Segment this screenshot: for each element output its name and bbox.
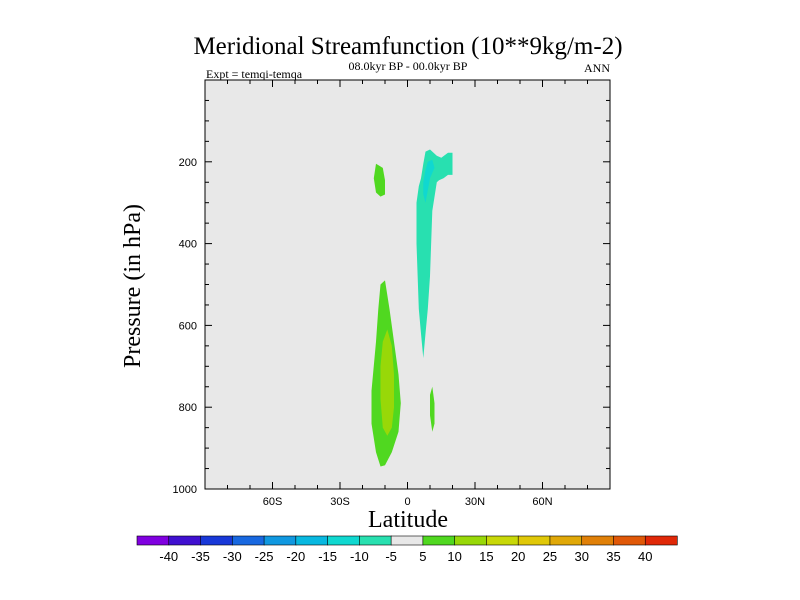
- colorbar-label: 5: [419, 549, 426, 564]
- colorbar-box: [136, 535, 170, 546]
- colorbar-box: [454, 535, 488, 546]
- x-tick-label: 60N: [532, 496, 552, 508]
- colorbar-box: [359, 535, 392, 546]
- y-tick-label: 200: [179, 157, 197, 169]
- colorbar-box: [517, 535, 551, 546]
- y-tick-label: 800: [179, 402, 197, 414]
- x-tick-label: 60S: [263, 496, 283, 508]
- colorbar-box: [390, 535, 424, 546]
- x-tick-label: 30S: [330, 496, 350, 508]
- colorbar-label: 15: [479, 549, 493, 564]
- colorbar-box: [486, 535, 519, 546]
- colorbar-box: [168, 535, 202, 546]
- colorbar-label: 35: [606, 549, 620, 564]
- colorbar-label: -20: [286, 549, 305, 564]
- colorbar-box: [644, 535, 678, 546]
- colorbar-box: [295, 535, 329, 546]
- colorbar-label: 20: [511, 549, 525, 564]
- colorbar-box: [581, 535, 615, 546]
- colorbar-label: -30: [223, 549, 242, 564]
- experiment-label: Expt = temqi-temqa: [206, 67, 303, 81]
- colorbar-box: [263, 535, 297, 546]
- colorbar-box: [549, 535, 583, 546]
- x-tick-label: 0: [404, 496, 410, 508]
- y-axis-label: Pressure (in hPa): [120, 204, 146, 368]
- y-tick-label: 1000: [173, 484, 197, 496]
- colorbar-label: -40: [159, 549, 178, 564]
- colorbar-box: [422, 535, 456, 546]
- colorbar-box: [327, 535, 360, 546]
- colorbar-label: 25: [543, 549, 557, 564]
- positive-cell-upper-5-10: [373, 163, 385, 197]
- colorbar-label: 40: [638, 549, 652, 564]
- positive-cell-lower-10-15: [380, 329, 394, 436]
- colorbar-label: 10: [447, 549, 461, 564]
- chart-title: Meridional Streamfunction (10**9kg/m-2): [193, 33, 622, 60]
- colorbar-label: -15: [318, 549, 337, 564]
- colorbar: -40 -35 -30 -25 -20 -15 -10 -5 5 10 15 20 25 30 35 40: [136, 535, 678, 564]
- x-axis-label: Latitude: [368, 507, 448, 533]
- negative-cell-upper-core: [423, 159, 435, 203]
- colorbar-box: [200, 535, 233, 546]
- plot-area: [205, 80, 610, 489]
- season-label: ANN: [584, 61, 610, 75]
- colorbar-box: [231, 535, 265, 546]
- colorbar-label: -35: [191, 549, 210, 564]
- colorbar-box: [613, 535, 646, 546]
- colorbar-label: 30: [574, 549, 588, 564]
- positive-cell-small-5-10: [430, 386, 435, 432]
- colorbar-label: -5: [385, 549, 397, 564]
- x-tick-label: 30N: [465, 496, 485, 508]
- colorbar-label: -25: [255, 549, 274, 564]
- y-tick-label: 400: [179, 239, 197, 251]
- period-label: 08.0kyr BP - 00.0kyr BP: [349, 59, 468, 73]
- colorbar-label: -10: [350, 549, 369, 564]
- y-tick-label: 600: [179, 320, 197, 332]
